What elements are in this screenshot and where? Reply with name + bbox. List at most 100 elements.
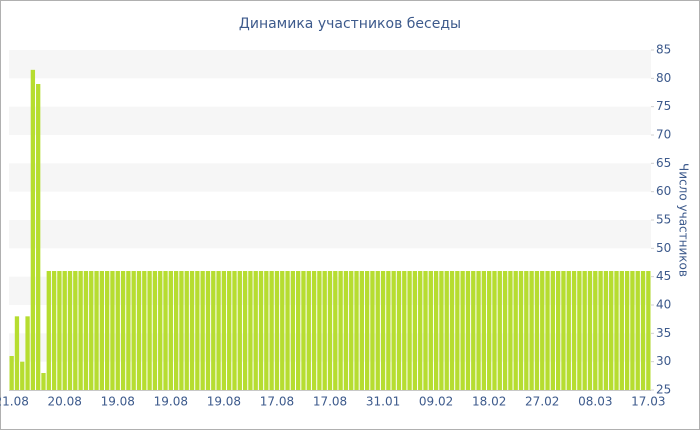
bar bbox=[179, 271, 184, 390]
bar bbox=[301, 271, 306, 390]
bar bbox=[349, 271, 354, 390]
chart-title: Динамика участников беседы bbox=[239, 16, 461, 32]
bar bbox=[248, 271, 253, 390]
x-tick-label: 20.08 bbox=[48, 395, 82, 409]
y-tick-label: 80 bbox=[656, 71, 671, 85]
bar bbox=[571, 271, 577, 390]
bar bbox=[46, 271, 51, 390]
bar bbox=[205, 271, 211, 390]
x-tick-label: 27.02 bbox=[525, 395, 559, 409]
bar bbox=[168, 271, 173, 390]
bar bbox=[120, 271, 126, 390]
y-axis-label: Число участников bbox=[677, 163, 691, 277]
bar bbox=[582, 271, 587, 390]
bar bbox=[386, 271, 391, 390]
bar bbox=[242, 271, 248, 390]
bar bbox=[364, 271, 370, 390]
x-tick-label: 19.08 bbox=[207, 395, 241, 409]
bar bbox=[89, 271, 94, 390]
y-tick-label: 50 bbox=[656, 241, 671, 255]
x-tick-label: 19.08 bbox=[154, 395, 188, 409]
bar bbox=[158, 271, 163, 390]
bar bbox=[115, 271, 120, 390]
bar bbox=[216, 271, 221, 390]
bar bbox=[232, 271, 237, 390]
x-tick-label: 21.08 bbox=[0, 395, 29, 409]
y-tick-label: 70 bbox=[656, 128, 671, 142]
bar bbox=[566, 271, 571, 390]
bar bbox=[333, 271, 338, 390]
y-tick-label: 45 bbox=[656, 269, 671, 283]
bar bbox=[322, 271, 327, 390]
bar bbox=[545, 271, 550, 390]
y-tick-label: 85 bbox=[656, 43, 671, 57]
bar bbox=[396, 271, 402, 390]
bar bbox=[439, 271, 444, 390]
y-tick-label: 30 bbox=[656, 354, 671, 368]
bar bbox=[635, 271, 640, 390]
bar bbox=[105, 271, 110, 390]
bar bbox=[296, 271, 301, 390]
bar bbox=[518, 271, 524, 390]
bar bbox=[497, 271, 502, 390]
bar bbox=[99, 271, 105, 390]
bar bbox=[508, 271, 513, 390]
bar bbox=[540, 271, 545, 390]
x-tick-label: 17.08 bbox=[260, 395, 294, 409]
bar bbox=[471, 271, 476, 390]
bar bbox=[354, 271, 359, 390]
bar bbox=[280, 271, 285, 390]
bar bbox=[147, 271, 152, 390]
bar bbox=[529, 271, 534, 390]
bar bbox=[311, 271, 317, 390]
grid-band bbox=[9, 50, 651, 79]
bar bbox=[163, 271, 168, 390]
y-tick-label: 40 bbox=[656, 298, 671, 312]
bar bbox=[57, 271, 62, 390]
bar bbox=[481, 271, 487, 390]
grid-band bbox=[9, 106, 651, 135]
bar bbox=[428, 271, 433, 390]
bar bbox=[609, 271, 614, 390]
bar bbox=[513, 271, 518, 390]
bar bbox=[598, 271, 603, 390]
grid-band bbox=[9, 220, 651, 249]
bar bbox=[524, 271, 529, 390]
bar bbox=[550, 271, 555, 390]
bar bbox=[94, 271, 99, 390]
bar bbox=[577, 271, 582, 390]
bar bbox=[184, 271, 189, 390]
y-tick-label: 25 bbox=[656, 383, 671, 397]
bar bbox=[433, 271, 439, 390]
bar bbox=[258, 271, 264, 390]
bar bbox=[412, 271, 418, 390]
bar bbox=[110, 271, 115, 390]
bar bbox=[407, 271, 412, 390]
bar bbox=[455, 271, 460, 390]
x-tick-label: 19.08 bbox=[101, 395, 135, 409]
bar bbox=[380, 271, 386, 390]
bar bbox=[30, 69, 36, 390]
bar bbox=[41, 373, 46, 390]
bar bbox=[189, 271, 195, 390]
bar bbox=[624, 271, 630, 390]
bar bbox=[370, 271, 375, 390]
bar bbox=[20, 361, 25, 390]
bar bbox=[173, 271, 179, 390]
y-tick-label: 35 bbox=[656, 326, 671, 340]
bar bbox=[317, 271, 322, 390]
bar bbox=[449, 271, 455, 390]
bar bbox=[9, 356, 14, 390]
bar bbox=[391, 271, 396, 390]
bar bbox=[62, 271, 67, 390]
bar bbox=[476, 271, 481, 390]
bar bbox=[195, 271, 200, 390]
bar bbox=[136, 271, 142, 390]
bar bbox=[619, 271, 624, 390]
y-tick-label: 75 bbox=[656, 99, 671, 113]
x-tick-label: 17.08 bbox=[313, 395, 347, 409]
x-tick-label: 09.02 bbox=[419, 395, 453, 409]
bar bbox=[264, 271, 269, 390]
bar bbox=[78, 271, 83, 390]
